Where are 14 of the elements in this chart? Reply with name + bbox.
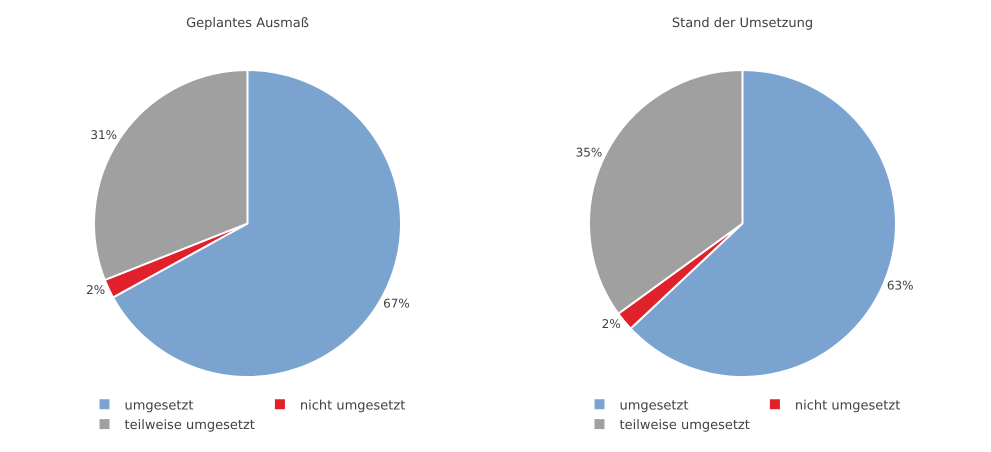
data-label: 31%: [90, 128, 118, 142]
data-label: 2%: [602, 317, 621, 332]
legend-label: teilweise umgesetzt: [124, 418, 255, 434]
data-label: 63%: [886, 278, 914, 293]
legend-label: teilweise umgesetzt: [620, 418, 750, 434]
data-label: 67%: [383, 296, 410, 310]
legend-label: umgesetzt: [124, 398, 194, 414]
data-label: 35%: [576, 145, 602, 160]
legend-label: nicht umgesetzt: [794, 398, 900, 414]
legend-label: umgesetzt: [620, 398, 688, 414]
chart-title: Geplantes Ausmaß: [186, 16, 309, 32]
legend-label: nicht umgesetzt: [300, 398, 406, 414]
chart-title: Stand der Umsetzung: [672, 16, 814, 32]
data-label: 2%: [86, 283, 106, 298]
